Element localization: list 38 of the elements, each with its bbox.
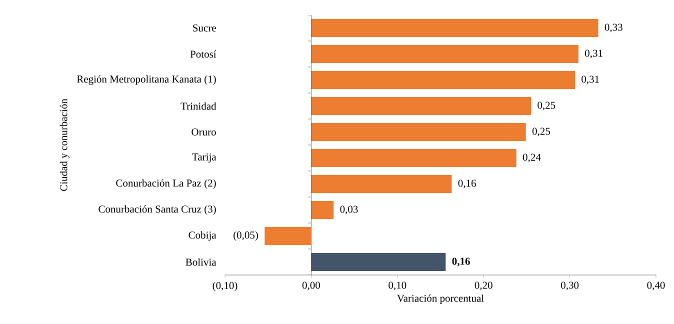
- bar: [311, 149, 516, 168]
- y-tick-label: Conurbación La Paz (2): [116, 179, 216, 189]
- x-tick-label: 0,40: [647, 282, 665, 290]
- data-label: 0,31: [585, 50, 602, 58]
- x-tick-label: 0,00: [302, 282, 320, 290]
- bar: [311, 253, 446, 272]
- bar: [264, 227, 312, 246]
- x-tick-label: 0,10: [388, 282, 406, 290]
- bar: [311, 71, 575, 90]
- x-tick-label: 0,20: [474, 282, 492, 290]
- bar: [311, 45, 578, 64]
- data-label: 0,03: [340, 206, 358, 214]
- y-tick-label: Tarija: [192, 153, 216, 163]
- y-tick-label: Potosí: [190, 50, 216, 58]
- y-tick-label: Oruro: [192, 128, 216, 136]
- y-tick-label: Cobija: [188, 231, 216, 241]
- data-label: 0,31: [582, 76, 599, 84]
- data-label: 0,33: [604, 24, 622, 32]
- bar: [311, 175, 452, 194]
- y-axis-title: Ciudad y conurbación: [60, 98, 70, 191]
- data-label: 0,16: [458, 180, 476, 188]
- bar: [311, 201, 334, 220]
- x-tick-label: 0,30: [561, 282, 579, 290]
- data-label: 0,16: [452, 258, 470, 266]
- data-label: 0,24: [522, 154, 541, 162]
- y-tick-label: Trinidad: [180, 102, 216, 110]
- bar: [311, 123, 526, 142]
- y-tick-label: Conurbación Santa Cruz (3): [98, 205, 216, 215]
- x-axis-title: Variación porcentual: [397, 294, 484, 304]
- y-tick-label: Región Metropolitana Kanata (1): [76, 75, 216, 85]
- data-label: (0,05): [234, 231, 258, 241]
- data-label: 0,25: [538, 102, 556, 110]
- data-label: 0,25: [532, 128, 550, 136]
- bar: [311, 19, 598, 38]
- x-tick-label: (0,10): [212, 282, 238, 292]
- bar: [311, 97, 532, 116]
- y-tick-label: Sucre: [193, 24, 216, 32]
- y-tick-label: Bolivia: [186, 258, 216, 266]
